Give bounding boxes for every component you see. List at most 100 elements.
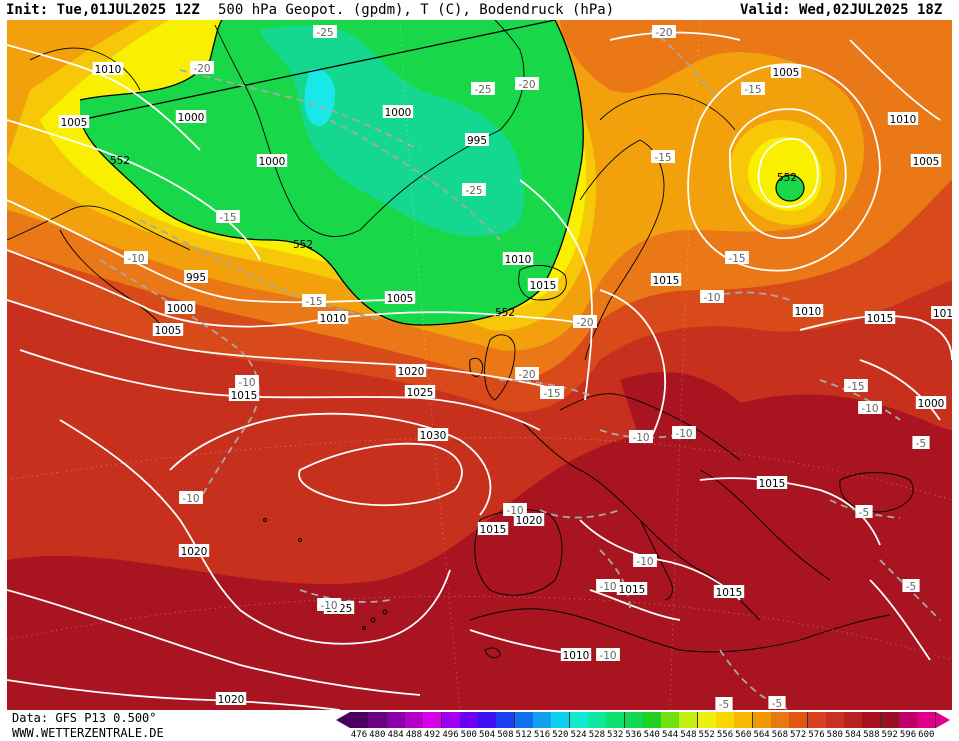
- geopotential-label: 552: [293, 239, 313, 251]
- scale-swatch: [423, 712, 443, 728]
- isotherm-label: -10: [633, 554, 657, 568]
- scale-swatch: [606, 712, 626, 728]
- svg-text:1010: 1010: [320, 313, 347, 325]
- svg-text:1010: 1010: [563, 650, 590, 662]
- isobar-label: 995: [184, 270, 208, 284]
- isotherm-label: -25: [462, 183, 486, 197]
- scale-arrow-left: [336, 712, 350, 728]
- svg-text:995: 995: [467, 135, 487, 147]
- low-green-area: [80, 20, 584, 325]
- scale-tick-label: 516: [533, 730, 551, 740]
- scale-swatch: [825, 712, 845, 728]
- scale-swatch: [404, 712, 424, 728]
- svg-text:-15: -15: [654, 152, 671, 164]
- weather-map: 1010 1005 1000 1000 995 1000 1005 995 1000 1010 10…: [7, 20, 952, 710]
- isotherm-label: -10: [596, 579, 620, 593]
- svg-text:1020: 1020: [516, 515, 543, 527]
- isotherm-label: -15: [302, 294, 326, 308]
- svg-text:1015: 1015: [619, 584, 646, 596]
- scale-swatch: [496, 712, 516, 728]
- svg-text:552: 552: [495, 307, 515, 319]
- svg-text:-5: -5: [906, 581, 916, 593]
- isobar-label: 1015: [864, 311, 896, 325]
- isotherm-label: -10: [672, 426, 696, 440]
- coastlines: [7, 20, 914, 659]
- scale-tick-label: 520: [552, 730, 569, 740]
- isotherm-label: -5: [902, 579, 920, 593]
- svg-text:-10: -10: [599, 650, 616, 662]
- scale-swatch: [752, 712, 772, 728]
- geopotential-label: 552: [495, 307, 515, 319]
- isotherm-label: -20: [573, 315, 597, 329]
- svg-text:1015: 1015: [653, 275, 680, 287]
- scale-swatch: [386, 712, 406, 728]
- isotherm-label: -25: [471, 82, 495, 96]
- svg-text:1030: 1030: [420, 430, 447, 442]
- svg-text:1015: 1015: [759, 478, 786, 490]
- weather-map-canvas: 1010 1005 1000 1000 995 1000 1005 995 1000 1010 10…: [7, 20, 952, 710]
- svg-text:-15: -15: [847, 381, 864, 393]
- svg-text:1005: 1005: [155, 325, 182, 337]
- height-band-592: [7, 394, 952, 710]
- svg-text:1010: 1010: [505, 254, 532, 266]
- svg-text:552: 552: [293, 239, 313, 251]
- scale-arrow-right: [935, 712, 950, 728]
- scale-tick-label: 532: [607, 730, 624, 740]
- scale-swatch: [716, 712, 735, 728]
- scale-swatch: [770, 712, 790, 728]
- scale-tick-label: 568: [771, 730, 789, 740]
- svg-text:-5: -5: [719, 699, 729, 710]
- isotherm-label: -20: [190, 61, 214, 75]
- cutoff-low-green-core: [775, 174, 805, 202]
- map-title: 500 hPa Geopot. (gpdm), T (C), Bodendruc…: [218, 2, 615, 18]
- isobar-label: 1010: [317, 311, 349, 325]
- isotherm-label: -10: [503, 503, 527, 517]
- isotherm-label: -15: [844, 379, 868, 393]
- isotherm-label: -15: [216, 210, 240, 224]
- scale-swatch: [478, 712, 498, 728]
- isobar-label: 1020: [395, 364, 427, 378]
- svg-text:1010: 1010: [890, 114, 917, 126]
- isotherm-label: -25: [313, 25, 337, 39]
- isobar-label: 1015: [228, 388, 260, 402]
- svg-text:552: 552: [110, 155, 130, 167]
- svg-text:-10: -10: [599, 581, 616, 593]
- geopotential-label: 552: [777, 172, 797, 184]
- scale-tick-label: 588: [863, 730, 880, 740]
- isotherm-label: -20: [515, 367, 539, 381]
- scale-swatch: [917, 712, 937, 728]
- scale-tick-label: 492: [424, 730, 441, 740]
- scale-swatch: [587, 712, 607, 728]
- svg-text:-15: -15: [728, 253, 745, 265]
- scale-swatch: [734, 712, 754, 728]
- isobar-label: 1015: [527, 278, 559, 292]
- svg-text:101: 101: [933, 308, 952, 320]
- isotherm-label: -20: [652, 25, 676, 39]
- isotherm-label: -15: [725, 251, 749, 265]
- isotherm-label: -5: [855, 505, 873, 519]
- scale-tick-label: 584: [844, 730, 862, 740]
- isotherm-label: -10: [700, 290, 724, 304]
- svg-text:1010: 1010: [95, 64, 122, 76]
- svg-text:-20: -20: [518, 79, 535, 91]
- scale-swatch: [368, 712, 388, 728]
- svg-text:-20: -20: [193, 63, 210, 75]
- isotherm-label: -5: [768, 696, 786, 710]
- svg-text:-15: -15: [305, 296, 322, 308]
- scale-swatch: [844, 712, 864, 728]
- scale-tick-label: 592: [881, 730, 898, 740]
- isobar-label: 1010: [92, 62, 124, 76]
- svg-text:-25: -25: [474, 84, 491, 96]
- isobar-label: 1010: [502, 252, 534, 266]
- svg-text:-10: -10: [506, 505, 523, 517]
- isotherm-label: -15: [741, 82, 765, 96]
- scale-tick-label: 576: [808, 730, 825, 740]
- svg-text:1000: 1000: [385, 107, 412, 119]
- svg-text:-10: -10: [238, 377, 255, 389]
- isotherm-label: -5: [912, 436, 930, 450]
- low-cyan-core: [304, 68, 335, 126]
- scale-swatch: [350, 712, 369, 728]
- isobar-label: 1010: [792, 304, 824, 318]
- scale-tick-label: 540: [643, 730, 660, 740]
- scale-swatch: [697, 712, 717, 728]
